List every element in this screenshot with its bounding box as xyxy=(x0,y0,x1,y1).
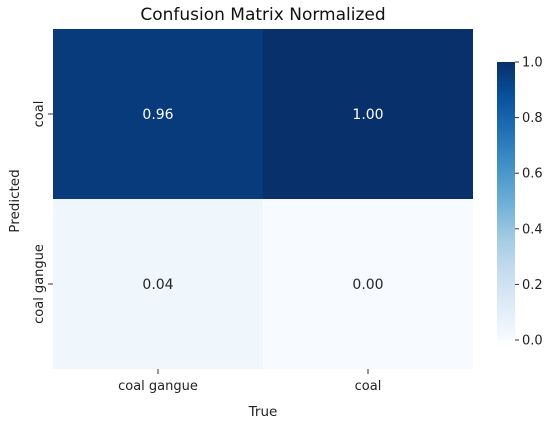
colorbar: 0.0 0.2 0.4 0.6 0.8 1.0 xyxy=(497,56,543,349)
colorbar-tick-label: 0.8 xyxy=(522,111,543,126)
x-tick-label: coal xyxy=(355,379,382,394)
heatmap-cell xyxy=(53,29,263,199)
y-axis-label: Predicted xyxy=(7,169,23,232)
x-axis-label: True xyxy=(248,404,278,420)
y-tick-label: coal gangue xyxy=(32,244,47,324)
y-tick-label: coal xyxy=(32,101,47,128)
x-tick-label: coal gangue xyxy=(118,379,198,394)
colorbar-tick-label: 0.4 xyxy=(522,222,543,237)
cell-value-label: 0.00 xyxy=(352,277,383,293)
y-axis-ticks: coal coal gangue xyxy=(32,101,53,324)
colorbar-tick-label: 0.6 xyxy=(522,167,543,182)
heatmap-cells: 0.96 1.00 0.04 0.00 xyxy=(53,29,473,369)
colorbar-tick-label: 1.0 xyxy=(522,56,543,71)
colorbar-tick-label: 0.0 xyxy=(522,334,543,349)
x-axis-ticks: coal gangue coal xyxy=(118,369,381,394)
heatmap-cell xyxy=(263,199,473,369)
colorbar-gradient xyxy=(497,62,515,340)
heatmap-cell xyxy=(263,29,473,199)
chart-title: Confusion Matrix Normalized xyxy=(140,5,385,25)
heatmap-cell xyxy=(53,199,263,369)
colorbar-ticks: 0.0 0.2 0.4 0.6 0.8 1.0 xyxy=(515,56,543,349)
cell-value-label: 0.04 xyxy=(142,277,173,293)
cell-value-label: 1.00 xyxy=(352,107,383,123)
colorbar-tick-label: 0.2 xyxy=(522,278,543,293)
cell-value-label: 0.96 xyxy=(142,107,173,123)
